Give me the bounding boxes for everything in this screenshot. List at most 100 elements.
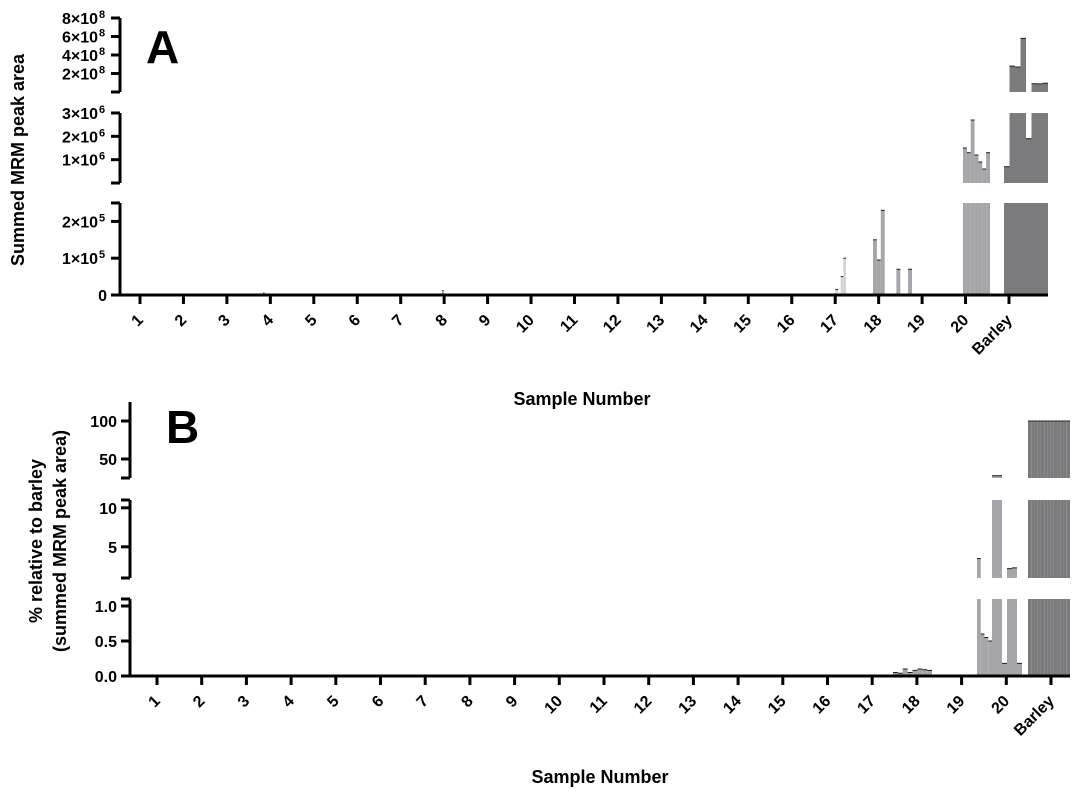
x-tick-label-b-7: 8 <box>458 693 476 711</box>
bar-a-barley-4 <box>1026 138 1032 183</box>
bar-b-18-5 <box>917 669 923 676</box>
x-tick-label-b-4: 5 <box>324 693 342 711</box>
bar-b-18-4 <box>912 670 918 676</box>
bar-a-barley-2 <box>1015 113 1021 183</box>
x-tick-label-a-10: 11 <box>557 312 581 336</box>
bar-b-20-3 <box>1007 599 1012 676</box>
bar-b-barley-10 <box>1060 500 1064 578</box>
bar-b-barley-10 <box>1060 599 1064 676</box>
x-tick-label-b-8: 9 <box>503 693 521 711</box>
bar-a-8-3 <box>442 290 444 295</box>
panel-label-b: B <box>166 401 199 453</box>
y-tick-label-a-1-2: 3×10 <box>62 106 98 123</box>
y-tick-label-a-0-2: 2×10 <box>62 214 98 231</box>
y-tick-exponent-a-1-0: 6 <box>99 151 105 163</box>
x-tick-label-a-20: Barley <box>969 312 1016 359</box>
y-tick-exponent-a-2-0: 8 <box>99 65 105 77</box>
bar-b-20-0 <box>992 500 997 578</box>
bar-a-barley-7 <box>1042 83 1048 92</box>
bar-a-20-5 <box>982 169 987 183</box>
bar-b-20-4 <box>1012 599 1017 676</box>
bar-b-barley-2 <box>1034 500 1038 578</box>
x-tick-label-a-3: 4 <box>259 312 277 330</box>
bar-b-barley-7 <box>1050 500 1054 578</box>
y-tick-label-a-2-2: 6×10 <box>62 30 98 47</box>
x-tick-label-b-16: 17 <box>854 693 879 718</box>
x-tick-label-b-19: 20 <box>989 693 1014 718</box>
y-tick-exponent-a-1-1: 6 <box>99 127 105 139</box>
panel-a: 01×10 52×10 51×10 62×10 63×10 62×10 84×10 86×10… <box>62 9 1048 358</box>
bar-b-barley-11 <box>1063 500 1067 578</box>
bar-b-barley-8 <box>1053 599 1058 676</box>
bar-a-barley-1 <box>1009 203 1015 295</box>
bar-a-17-5 <box>843 258 846 295</box>
y-tick-exponent-a-0-1: 5 <box>99 249 105 261</box>
y-tick-exponent-a-2-3: 8 <box>99 9 105 21</box>
x-tick-label-a-17: 18 <box>861 312 886 337</box>
x-tick-label-a-12: 13 <box>644 312 669 337</box>
x-tick-label-a-4: 5 <box>302 312 320 330</box>
bar-a-20-1 <box>966 152 971 183</box>
bar-b-barley-3 <box>1037 500 1041 578</box>
y-tick-label-b-0-1: 0.5 <box>95 634 117 651</box>
bar-a-17-4 <box>840 276 844 295</box>
bar-a-barley-7 <box>1042 113 1048 183</box>
bar-b-barley-9 <box>1057 421 1061 478</box>
y-axis-title-a: Summed MRM peak area <box>8 53 28 266</box>
bar-a-barley-0 <box>1004 203 1010 295</box>
bar-a-20-4 <box>978 203 983 295</box>
bar-a-20-3 <box>974 155 979 183</box>
bar-b-19-0 <box>977 599 981 676</box>
bar-b-barley-3 <box>1037 421 1041 478</box>
bar-b-barley-12 <box>1066 599 1070 676</box>
bar-a-barley-4 <box>1026 203 1032 295</box>
y-tick-label-b-2-1: 100 <box>90 414 117 431</box>
x-tick-label-b-13: 14 <box>720 693 745 718</box>
y-tick-exponent-a-0-2: 5 <box>99 212 105 224</box>
x-tick-label-a-14: 15 <box>731 312 756 337</box>
bar-b-20-1 <box>997 500 1002 578</box>
x-tick-label-a-7: 8 <box>433 312 451 330</box>
x-tick-label-b-17: 18 <box>899 693 924 718</box>
bar-b-barley-10 <box>1060 421 1064 478</box>
x-tick-label-b-14: 15 <box>765 693 790 718</box>
y-tick-label-a-0-0: 0 <box>98 288 107 305</box>
x-tick-label-b-2: 3 <box>235 693 253 711</box>
x-tick-label-b-1: 2 <box>190 693 208 711</box>
x-tick-label-a-6: 7 <box>389 312 407 330</box>
y-tick-label-a-0-1: 1×10 <box>62 251 98 268</box>
bar-a-18-1 <box>876 260 881 295</box>
bar-b-barley-6 <box>1047 421 1051 478</box>
x-tick-label-a-9: 10 <box>513 312 538 337</box>
bar-b-20-0 <box>992 599 997 676</box>
bar-b-barley-1 <box>1031 500 1035 578</box>
bar-a-17-2 <box>835 289 838 295</box>
x-tick-label-a-13: 14 <box>687 312 712 337</box>
bar-b-19-1 <box>980 634 985 676</box>
x-tick-label-b-0: 1 <box>146 693 164 711</box>
bar-b-20-2 <box>1002 663 1007 676</box>
bar-a-18-2 <box>880 210 885 295</box>
bar-b-barley-5 <box>1044 500 1048 578</box>
bar-b-20-1 <box>997 475 1002 478</box>
y-tick-exponent-a-1-2: 6 <box>99 104 105 116</box>
bar-a-20-2 <box>970 203 975 295</box>
bar-a-barley-1 <box>1009 113 1015 183</box>
bar-a-barley-2 <box>1015 67 1021 92</box>
x-tick-label-b-18: 19 <box>944 693 969 718</box>
bar-a-barley-7 <box>1042 203 1048 295</box>
y-tick-label-b-0-0: 0.0 <box>95 669 117 686</box>
x-tick-label-b-6: 7 <box>414 693 432 711</box>
bar-b-barley-12 <box>1066 500 1070 578</box>
bar-b-20-0 <box>992 475 997 478</box>
bar-b-barley-3 <box>1037 599 1041 676</box>
bar-a-20-1 <box>966 203 971 295</box>
bar-b-barley-2 <box>1034 599 1038 676</box>
x-tick-label-a-18: 19 <box>904 312 929 337</box>
bar-a-20-5 <box>982 203 987 295</box>
bar-b-19-0 <box>977 558 981 578</box>
x-axis-title-b: Sample Number <box>531 767 668 787</box>
panel-label-a: A <box>146 21 179 73</box>
bar-a-barley-1 <box>1009 66 1015 92</box>
